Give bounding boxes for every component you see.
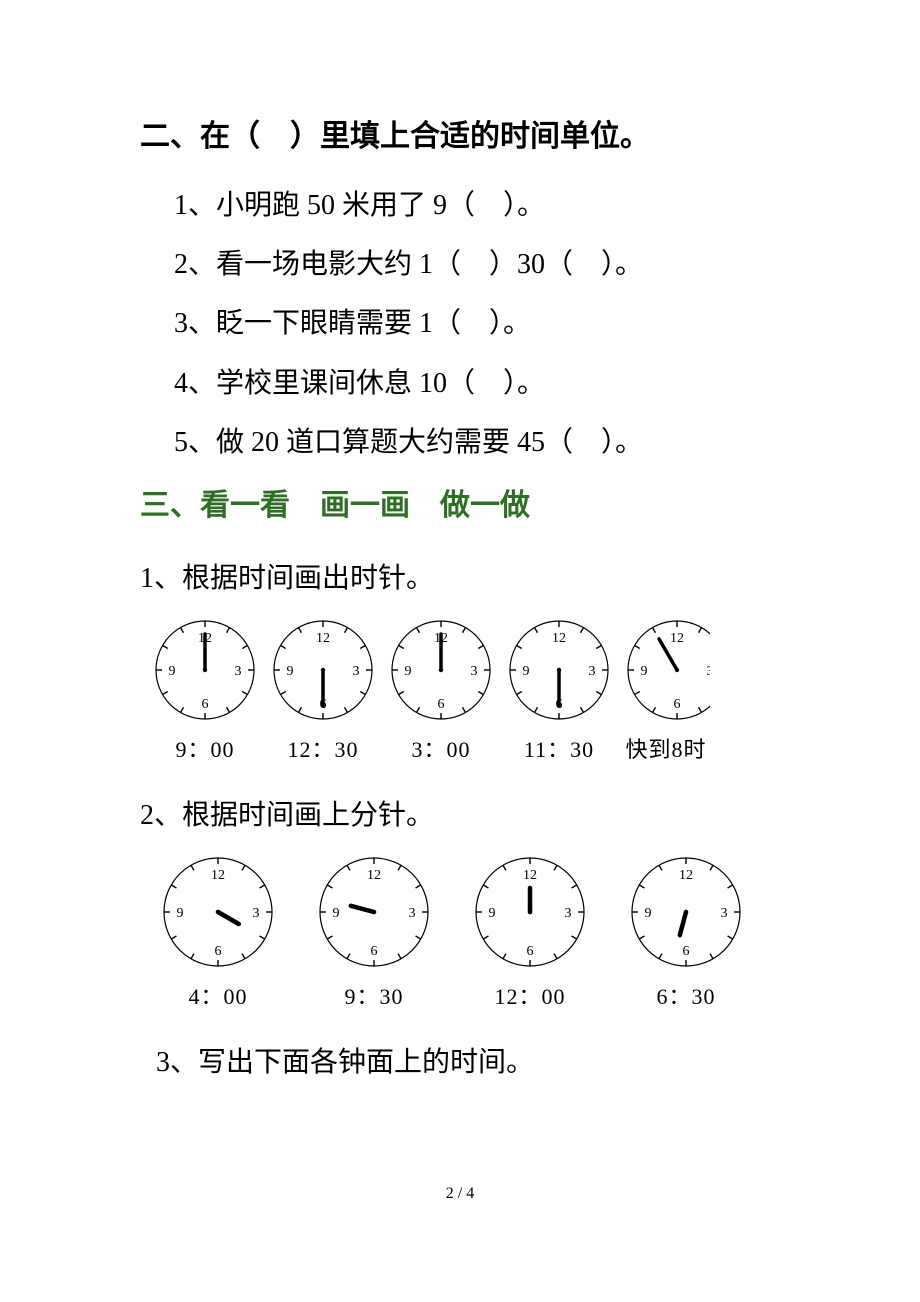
s2-item-4: 4、学校里课间休息 10（ ）。 [174, 357, 780, 410]
clock-face: 12369 [504, 615, 614, 725]
clock-label: 3：00 [411, 729, 470, 771]
svg-text:3: 3 [409, 906, 416, 921]
clock-cell: 1236911：30 [504, 615, 614, 771]
clock-face: 12369 [268, 615, 378, 725]
s2-item-1: 1、小明跑 50 米用了 9（ ）。 [174, 179, 780, 232]
svg-text:6: 6 [438, 697, 445, 712]
clock-cell: 12 3 6 9 12：00 [470, 852, 590, 1018]
svg-text:3: 3 [235, 664, 242, 679]
svg-text:6: 6 [527, 944, 534, 959]
section3-heading: 三、看一看 画一画 做一做 [140, 477, 780, 534]
clock-cell: 1236912：30 [268, 615, 378, 771]
svg-text:3: 3 [471, 664, 478, 679]
clock-face: 12 3 6 9 [314, 852, 434, 972]
clock-face: 12 3 6 9 [622, 615, 710, 725]
svg-text:3: 3 [353, 664, 360, 679]
worksheet-page: 二、在（ ）里填上合适的时间单位。 1、小明跑 50 米用了 9（ ）。 2、看… [0, 0, 920, 1269]
clock-face: 12369 [150, 615, 260, 725]
svg-text:12: 12 [670, 631, 684, 646]
svg-text:3: 3 [721, 906, 728, 921]
svg-text:9: 9 [177, 906, 184, 921]
svg-text:9: 9 [489, 906, 496, 921]
s2-item-3: 3、眨一下眼睛需要 1（ ）。 [174, 297, 780, 350]
svg-text:6: 6 [215, 944, 222, 959]
svg-text:12: 12 [523, 868, 537, 883]
clock-cell: 12 3 6 9 9：30 [314, 852, 434, 1018]
svg-text:12: 12 [316, 631, 330, 646]
s3-q2-clock-row: 12 3 6 9 4：00 12 3 6 9 9：30 12 3 6 9 12：00 12 3 6 9 6：30 [158, 852, 780, 1018]
s3-q2-title: 2、根据时间画上分针。 [140, 789, 780, 842]
svg-text:9: 9 [523, 664, 530, 679]
svg-text:12: 12 [211, 868, 225, 883]
s2-item-2: 2、看一场电影大约 1（ ）30（ ）。 [174, 238, 780, 291]
clock-label: 4：00 [188, 976, 247, 1018]
clock-cell: 12 3 6 9 4：00 [158, 852, 278, 1018]
svg-text:9: 9 [169, 664, 176, 679]
svg-text:3: 3 [589, 664, 596, 679]
clock-label: 12：00 [494, 976, 565, 1018]
clock-face: 12 3 6 9 [626, 852, 746, 972]
s3-q3-title: 3、写出下面各钟面上的时间。 [156, 1036, 780, 1089]
page-footer: 2 / 4 [140, 1179, 780, 1209]
clock-cell: 12 3 6 9 6：30 [626, 852, 746, 1018]
svg-text:12: 12 [552, 631, 566, 646]
clock-face: 12 3 6 9 [470, 852, 590, 972]
clock-label: 11：30 [524, 729, 594, 771]
clock-label: 6：30 [656, 976, 715, 1018]
svg-text:3: 3 [253, 906, 260, 921]
clock-label: 9：30 [344, 976, 403, 1018]
section2-heading: 二、在（ ）里填上合适的时间单位。 [140, 108, 780, 165]
clock-cell: 123693：00 [386, 615, 496, 771]
svg-text:6: 6 [683, 944, 690, 959]
svg-text:3: 3 [707, 664, 711, 679]
svg-text:6: 6 [202, 697, 209, 712]
clock-label: 快到8时 [625, 729, 706, 771]
svg-text:12: 12 [367, 868, 381, 883]
svg-text:9: 9 [287, 664, 294, 679]
clock-cell: 123699：00 [150, 615, 260, 771]
clock-face: 12369 [386, 615, 496, 725]
svg-text:6: 6 [371, 944, 378, 959]
clock-label: 12：30 [287, 729, 358, 771]
svg-text:9: 9 [645, 906, 652, 921]
svg-text:9: 9 [641, 664, 648, 679]
s2-item-5: 5、做 20 道口算题大约需要 45（ ）。 [174, 416, 780, 469]
clock-cell: 12 3 6 9 快到8时 [622, 615, 710, 771]
svg-text:9: 9 [405, 664, 412, 679]
svg-text:12: 12 [679, 868, 693, 883]
svg-text:3: 3 [565, 906, 572, 921]
svg-text:9: 9 [333, 906, 340, 921]
clock-label: 9：00 [175, 729, 234, 771]
clock-face: 12 3 6 9 [158, 852, 278, 972]
s3-q1-title: 1、根据时间画出时针。 [140, 552, 780, 605]
s3-q1-clock-row: 123699：001236912：30123693：001236911：3012… [150, 615, 780, 771]
svg-text:6: 6 [674, 697, 681, 712]
